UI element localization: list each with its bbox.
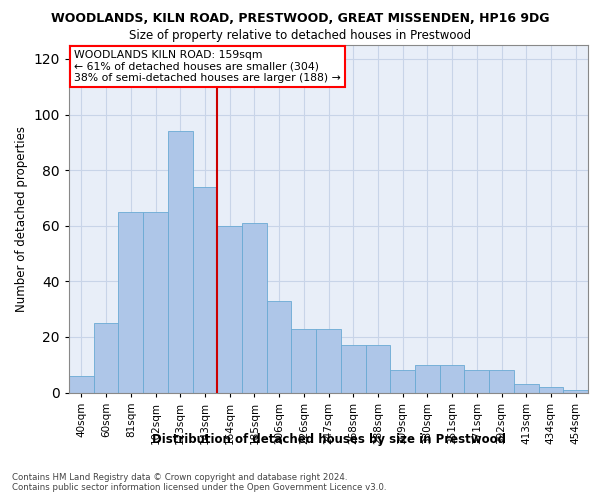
Bar [69, 376, 94, 392]
Bar [267, 301, 292, 392]
Text: WOODLANDS KILN ROAD: 159sqm
← 61% of detached houses are smaller (304)
38% of se: WOODLANDS KILN ROAD: 159sqm ← 61% of det… [74, 50, 341, 84]
Bar [118, 212, 143, 392]
Y-axis label: Number of detached properties: Number of detached properties [15, 126, 28, 312]
Bar [292, 328, 316, 392]
Bar [489, 370, 514, 392]
Bar [242, 223, 267, 392]
Text: WOODLANDS, KILN ROAD, PRESTWOOD, GREAT MISSENDEN, HP16 9DG: WOODLANDS, KILN ROAD, PRESTWOOD, GREAT M… [51, 12, 549, 26]
Text: Contains HM Land Registry data © Crown copyright and database right 2024.
Contai: Contains HM Land Registry data © Crown c… [12, 472, 386, 492]
Text: Size of property relative to detached houses in Prestwood: Size of property relative to detached ho… [129, 29, 471, 42]
Bar [464, 370, 489, 392]
Bar [390, 370, 415, 392]
Bar [415, 364, 440, 392]
Bar [168, 131, 193, 392]
Bar [341, 345, 365, 393]
Bar [440, 364, 464, 392]
Bar [365, 345, 390, 393]
Bar [94, 323, 118, 392]
Text: Distribution of detached houses by size in Prestwood: Distribution of detached houses by size … [152, 432, 506, 446]
Bar [514, 384, 539, 392]
Bar [563, 390, 588, 392]
Bar [193, 187, 217, 392]
Bar [316, 328, 341, 392]
Bar [143, 212, 168, 392]
Bar [539, 387, 563, 392]
Bar [217, 226, 242, 392]
